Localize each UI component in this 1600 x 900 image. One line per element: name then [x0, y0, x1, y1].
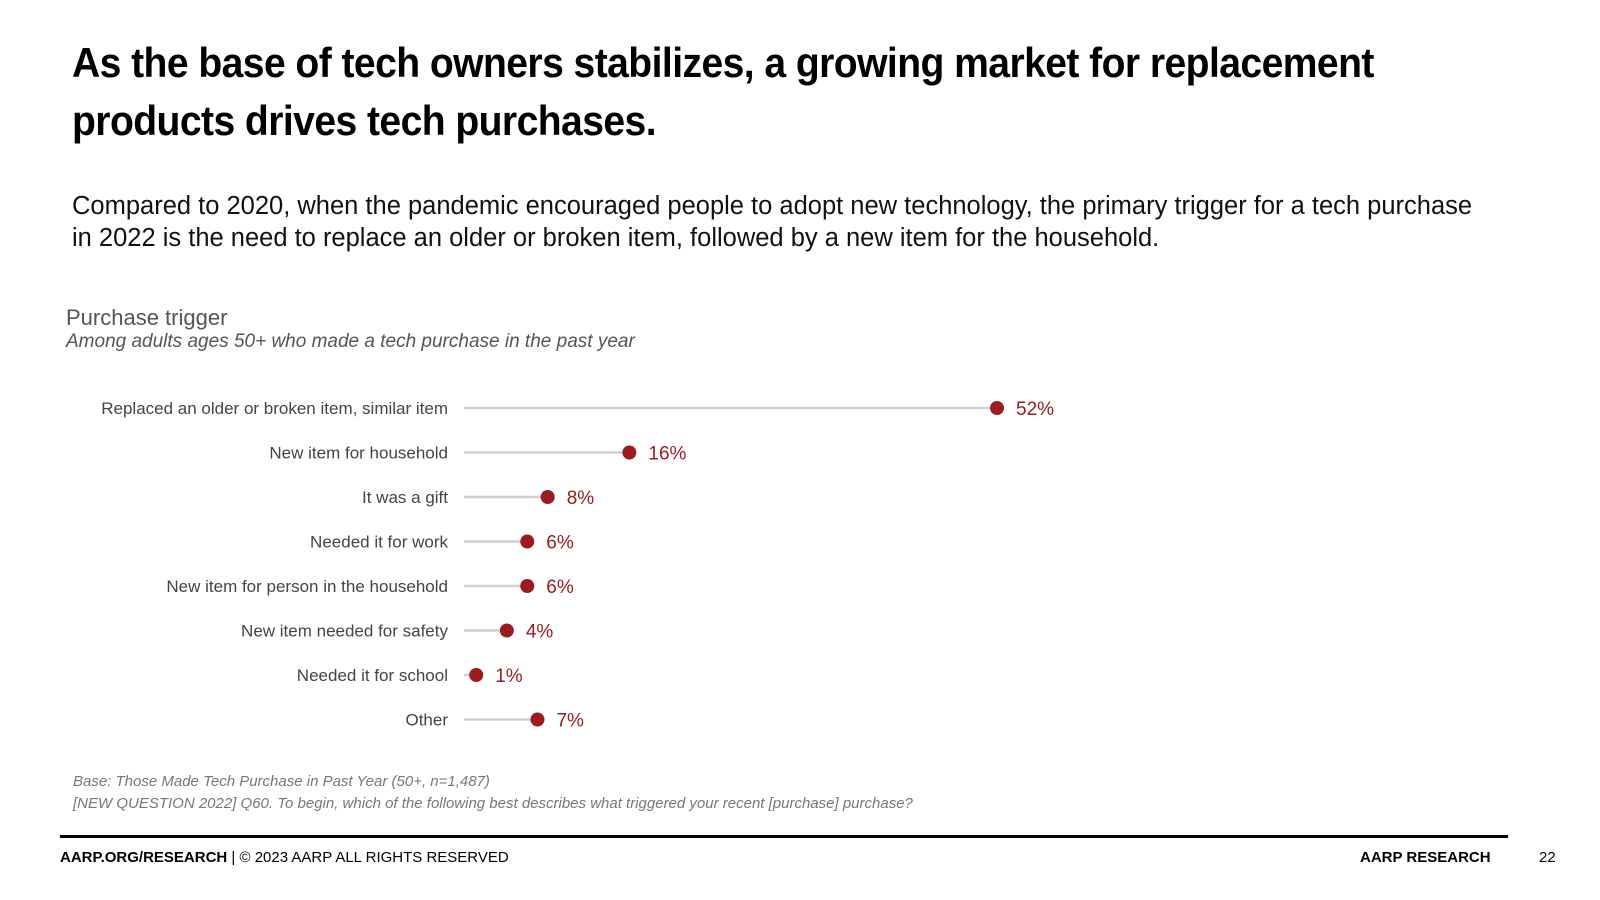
- category-label: New item for person in the household: [166, 577, 448, 596]
- value-label: 7%: [556, 711, 584, 731]
- lollipop-marker: [469, 668, 484, 682]
- category-label: Needed it for school: [297, 666, 448, 685]
- footer-brand: AARP RESEARCH: [1360, 849, 1491, 866]
- category-label: It was a gift: [362, 488, 448, 507]
- value-label: 8%: [567, 488, 595, 509]
- chart-title: Purchase trigger: [66, 305, 228, 330]
- footer-left: AARP.ORG/RESEARCH | © 2023 AARP ALL RIGH…: [60, 849, 509, 866]
- lollipop-marker: [990, 401, 1004, 415]
- value-label: 4%: [526, 622, 554, 643]
- footer-site-link[interactable]: AARP.ORG/RESEARCH: [60, 849, 228, 866]
- footer-copyright: | © 2023 AARP ALL RIGHTS RESERVED: [227, 849, 509, 866]
- category-label: Other: [405, 711, 448, 730]
- lollipop-marker: [622, 445, 637, 460]
- lollipop-marker: [520, 579, 535, 593]
- value-label: 52%: [1016, 399, 1054, 420]
- chart-subtitle: Among adults ages 50+ who made a tech pu…: [66, 331, 635, 352]
- footer-divider: [60, 835, 1508, 838]
- category-label: New item needed for safety: [241, 622, 448, 641]
- lollipop-marker: [540, 490, 555, 504]
- category-label: Needed it for work: [310, 533, 448, 552]
- footnote-base: Base: Those Made Tech Purchase in Past Y…: [73, 773, 490, 790]
- value-label: 16%: [648, 444, 686, 465]
- category-label: New item for household: [269, 444, 448, 463]
- lollipop-marker: [520, 534, 535, 549]
- category-label: Replaced an older or broken item, simila…: [101, 399, 448, 418]
- lollipop-marker: [499, 623, 514, 638]
- value-label: 1%: [495, 666, 523, 687]
- slide-subhead: Compared to 2020, when the pandemic enco…: [72, 192, 1473, 252]
- lollipop-marker: [530, 712, 545, 727]
- lollipop-chart: Replaced an older or broken item, simila…: [101, 399, 1054, 731]
- slide-headline: As the base of tech owners stabilizes, a…: [72, 39, 1374, 144]
- page-number: 22: [1539, 849, 1556, 866]
- footnote-question: [NEW QUESTION 2022] Q60. To begin, which…: [73, 795, 913, 812]
- value-label: 6%: [546, 577, 574, 598]
- value-label: 6%: [546, 533, 574, 554]
